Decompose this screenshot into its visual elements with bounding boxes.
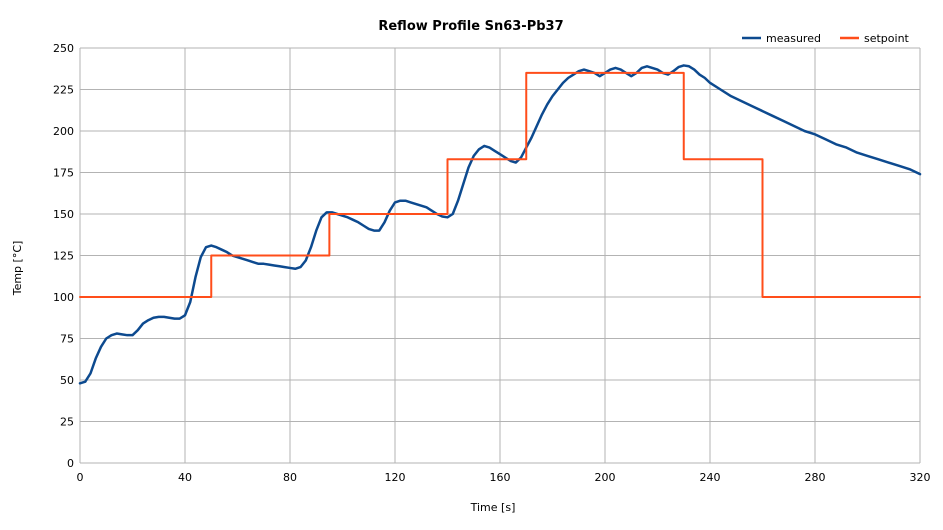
y-tick-label: 175 <box>53 167 74 180</box>
y-tick-label: 75 <box>60 333 74 346</box>
x-tick-label: 80 <box>283 471 297 484</box>
y-tick-label: 250 <box>53 42 74 55</box>
x-tick-label: 320 <box>910 471 931 484</box>
y-tick-label: 100 <box>53 291 74 304</box>
legend: measured setpoint <box>742 32 910 45</box>
y-tick-label: 200 <box>53 125 74 138</box>
chart-title: Reflow Profile Sn63-Pb37 <box>378 19 563 34</box>
series-layer <box>78 64 922 385</box>
legend-setpoint-label: setpoint <box>864 32 910 45</box>
x-axis-title: Time [s] <box>470 501 516 514</box>
grid <box>79 47 921 464</box>
y-tick-label: 125 <box>53 250 74 263</box>
x-tick-label: 280 <box>805 471 826 484</box>
x-tick-label: 240 <box>700 471 721 484</box>
y-tick-label: 50 <box>60 374 74 387</box>
y-axis-title: Temp [°C] <box>11 241 24 297</box>
legend-measured-label: measured <box>766 32 821 45</box>
x-tick-label: 120 <box>385 471 406 484</box>
x-tick-label: 0 <box>77 471 84 484</box>
x-tick-label: 200 <box>595 471 616 484</box>
x-tick-label: 160 <box>490 471 511 484</box>
series-line-setpoint <box>79 71 921 298</box>
y-tick-label: 225 <box>53 84 74 97</box>
series-line-measured <box>78 64 922 385</box>
x-tick-label: 40 <box>178 471 192 484</box>
axes: 0 25 50 75 100 125 150 175 200 225 250 0 40 80 120 160 2… <box>53 42 931 484</box>
y-tick-label: 25 <box>60 416 74 429</box>
y-tick-label: 0 <box>67 457 74 470</box>
y-tick-label: 150 <box>53 208 74 221</box>
